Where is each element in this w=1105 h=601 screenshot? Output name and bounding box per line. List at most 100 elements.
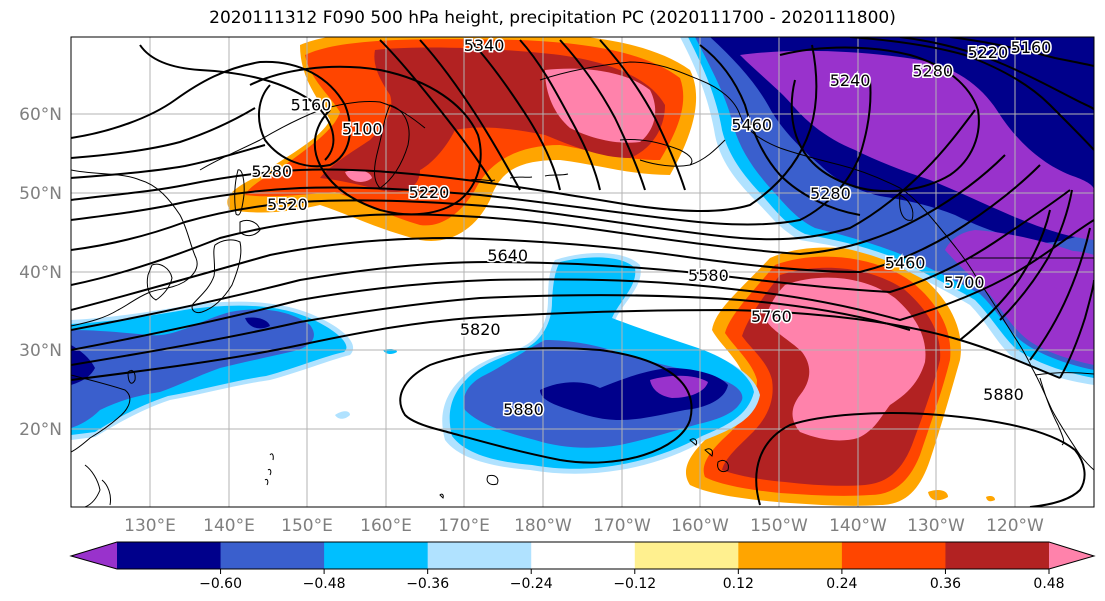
colorbar-swatch: [117, 542, 222, 569]
height-contours: [71, 37, 1094, 507]
colorbar-tick-labels: −0.60 −0.48 −0.36 −0.24 −0.12 0.12 0.24 0.36 0.4…: [199, 576, 1064, 592]
coast-marianas: [264, 453, 274, 486]
height-contour-low-ne-2: [849, 37, 1094, 151]
lon-label: 130°W: [907, 516, 965, 536]
height-contour-5880-east: [755, 412, 1086, 507]
coastlines: [71, 61, 1094, 507]
lon-label: 150°E: [281, 516, 333, 536]
colorbar-swatch: [1049, 542, 1094, 569]
colorbar-ticks: [220, 569, 1050, 574]
contour-labels: 5160 5100 5280 5520 5220 5640 5580 5820 5760 5880…: [250, 34, 1053, 420]
height-contour-trough-6: [599, 39, 686, 191]
lon-label: 130°E: [124, 516, 176, 536]
height-contour-5340: [71, 44, 818, 212]
lon-label: 150°W: [750, 516, 808, 536]
contour-label: 5580: [688, 266, 729, 285]
coast-alaska: [539, 61, 936, 223]
colorbar-swatch: [738, 542, 843, 569]
lat-label: 40°N: [19, 263, 62, 283]
contour-label: 5640: [487, 246, 528, 265]
contour-label: 5240: [830, 71, 871, 90]
neg-fill-navy-w1: [71, 345, 95, 385]
neg-fill-navy-w2: [245, 317, 270, 329]
height-contour-trough-5: [559, 39, 646, 191]
height-contour-5160: [71, 60, 351, 168]
height-contour-low-ne-1: [779, 46, 980, 193]
lat-label: 20°N: [19, 420, 62, 440]
map-frame: [70, 36, 1095, 508]
colorbar-segments: [71, 542, 1094, 569]
colorbar: −0.60 −0.48 −0.36 −0.24 −0.12 0.12 0.24 0.36 0.4…: [69, 541, 1096, 592]
colorbar-tick-label: 0.48: [1033, 576, 1064, 592]
colorbar-swatch: [71, 542, 117, 569]
height-contour-5460: [71, 109, 976, 251]
colorbar-tick-label: 0.24: [826, 576, 857, 592]
colorbar-tick-label: −0.12: [613, 576, 656, 592]
latitude-labels: 60°N 50°N 40°N 30°N 20°N: [19, 105, 62, 440]
longitude-labels: 130°E 140°E 150°E 160°E 170°E 180°W 170°…: [124, 516, 1044, 536]
colorbar-outline: [69, 541, 1096, 570]
contour-label: 5280: [912, 62, 953, 81]
height-contour-low-ne-3: [899, 37, 1094, 111]
colorbar-tick-label: −0.24: [510, 576, 553, 592]
contour-label: 5220: [409, 183, 450, 202]
contour-label: 5880: [983, 385, 1024, 404]
contour-label: 5160: [291, 95, 332, 114]
height-contour-east-1: [959, 209, 1051, 341]
coast-na-west: [934, 221, 1094, 471]
coast-hokkaido: [239, 219, 261, 237]
coast-japan: [191, 239, 242, 313]
height-contour-5820: [71, 308, 1061, 381]
lon-label: 140°W: [829, 516, 887, 536]
contour-label: 5700: [944, 273, 985, 292]
colorbar-tick-label: 0.12: [723, 576, 754, 592]
colorbar-swatch: [634, 542, 739, 569]
pos-fill-pink-east: [765, 277, 926, 441]
height-contour-5220-loop: [249, 65, 482, 216]
height-contour-trough-4: [519, 39, 601, 191]
pos-fill-small-a: [928, 489, 948, 501]
contour-label: 5340: [464, 36, 505, 55]
precip-shading: [71, 37, 1094, 506]
lat-label: 50°N: [19, 184, 62, 204]
lon-label: 160°W: [671, 516, 729, 536]
contour-label: 5880: [503, 400, 544, 419]
contour-label: 5820: [460, 320, 501, 339]
neg-fill-purple-c: [650, 375, 708, 398]
colorbar-swatch: [324, 542, 429, 569]
lon-label: 170°E: [438, 516, 490, 536]
lon-label: 180°W: [514, 516, 572, 536]
height-contour-low-ne-4: [949, 37, 1094, 67]
neg-fill-lightblue-speck: [335, 411, 350, 419]
height-contour-east-3: [1029, 227, 1091, 361]
contour-label: 5100: [342, 120, 383, 139]
coast-bc-islands: [899, 194, 914, 221]
height-contour-5280-b: [71, 107, 256, 159]
colorbar-tick-label: −0.48: [303, 576, 346, 592]
height-contour-trough-3: [469, 39, 561, 191]
height-contour-5760: [71, 294, 911, 366]
contour-label: 5460: [885, 254, 926, 273]
height-contour-5880-west: [399, 347, 693, 464]
contour-label: 5760: [751, 307, 792, 326]
height-contour-5640: [71, 189, 1071, 331]
height-contour-ridge-1: [699, 44, 861, 216]
contour-label: 5160: [1011, 38, 1052, 57]
colorbar-swatch: [841, 542, 946, 569]
height-contour-5520: [71, 154, 1006, 286]
figure-title: 2020111312 F090 500 hPa height, precipit…: [209, 8, 896, 28]
contour-label: 5220: [967, 43, 1008, 62]
height-contour-east-2: [999, 189, 1073, 321]
height-contour-trough-1: [379, 39, 493, 183]
coast-taiwan: [127, 369, 136, 384]
neg-fill-purple-ne-c: [1032, 250, 1094, 300]
coast-korea: [146, 263, 173, 301]
contour-label: 5460: [731, 116, 772, 135]
lon-label: 160°E: [360, 516, 412, 536]
height-contour-5100: [139, 44, 335, 161]
height-contour-east-4: [1059, 279, 1094, 379]
colorbar-tick-label: 0.36: [930, 576, 961, 592]
coast-small-islands: [439, 475, 499, 499]
contour-label: 5520: [267, 195, 308, 214]
height-contour-5280-a: [71, 144, 266, 179]
